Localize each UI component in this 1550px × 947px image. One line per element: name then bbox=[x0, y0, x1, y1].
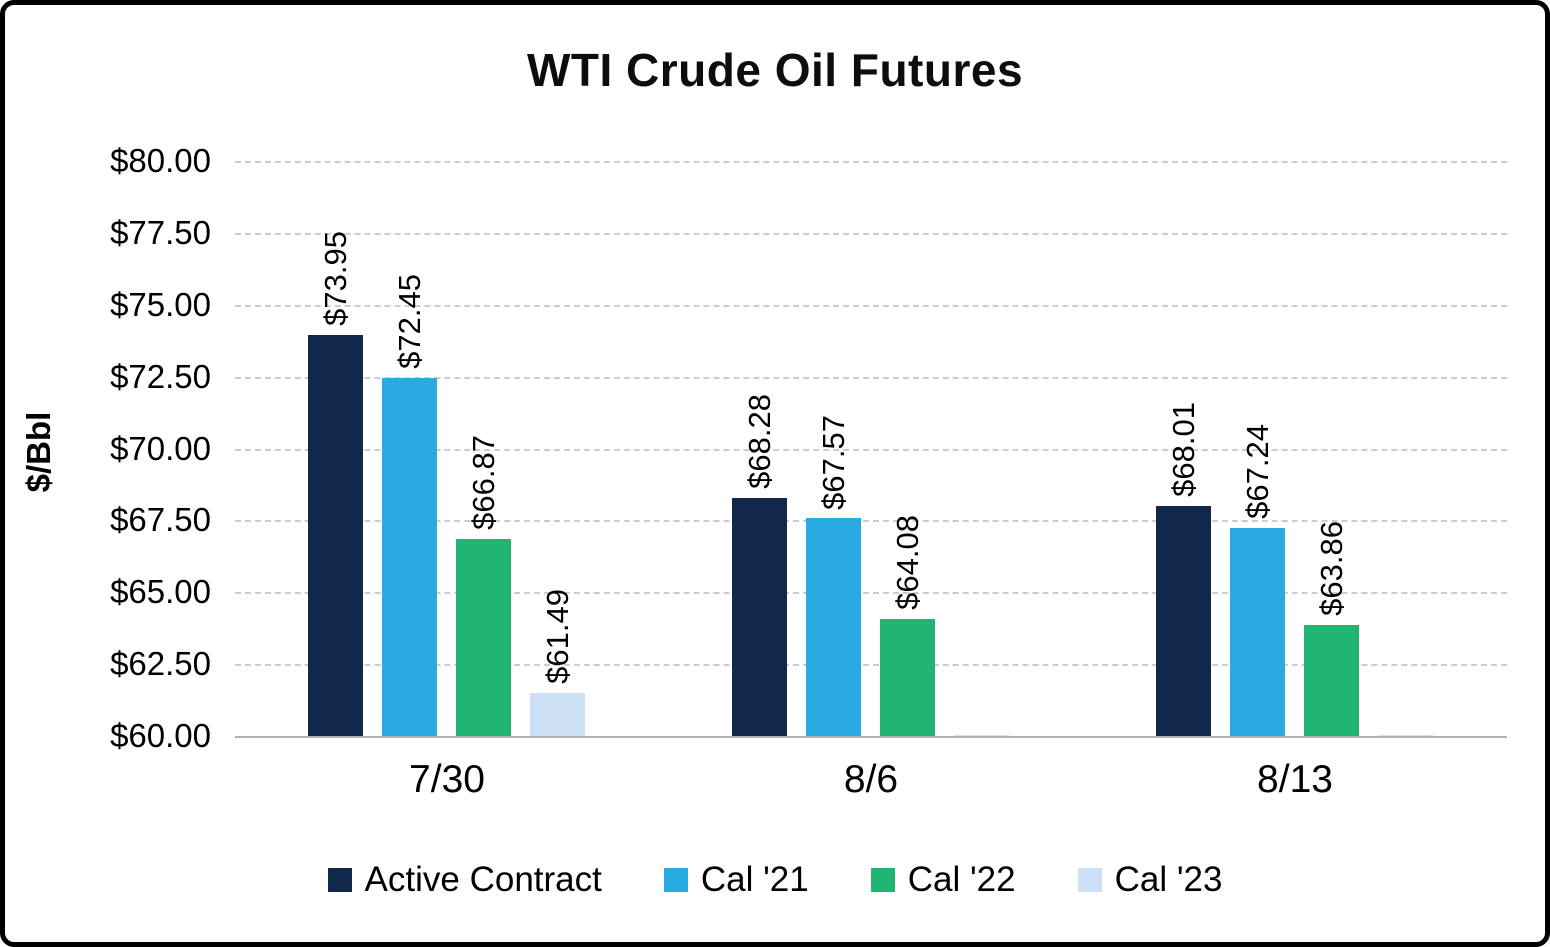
bar-group-7-30: $73.95 $72.45 $66.87 $61.49 bbox=[235, 161, 659, 736]
bar-wrap: $67.24 bbox=[1230, 424, 1286, 736]
bar-value-label: $63.86 bbox=[1313, 521, 1349, 617]
x-axis-label-7-30: 7/30 bbox=[409, 758, 485, 801]
bar-active-contract-8-6 bbox=[732, 497, 788, 736]
y-tick-label: $72.50 bbox=[110, 357, 211, 395]
bar-wrap: $64.08 bbox=[880, 514, 936, 736]
bar-wrap: $68.28 bbox=[732, 394, 788, 736]
bar-value-label: $68.01 bbox=[1165, 401, 1201, 497]
legend-swatch-active-contract bbox=[327, 868, 352, 892]
legend-label-cal-22: Cal '22 bbox=[907, 860, 1016, 899]
bar-value-label: $61.49 bbox=[539, 589, 575, 685]
gridline bbox=[235, 520, 1507, 523]
bar-cal-23-7-30 bbox=[530, 693, 586, 736]
legend: Active Contract Cal '21 Cal '22 Cal '23 bbox=[5, 860, 1545, 900]
plot-area: $73.95 $72.45 $66.87 $61.49 $68.28 $67.57 $64.… bbox=[235, 161, 1507, 738]
gridline bbox=[235, 592, 1507, 595]
gridline bbox=[235, 448, 1507, 451]
y-tick-label: $65.00 bbox=[110, 573, 211, 611]
bar-wrap: $61.49 bbox=[530, 589, 586, 736]
bar-value-label: $67.57 bbox=[815, 414, 851, 510]
x-axis-label-8-6: 8/6 bbox=[843, 758, 899, 801]
bar-cal-21-8-6 bbox=[806, 518, 862, 736]
legend-label-cal-21: Cal '21 bbox=[700, 860, 809, 899]
y-tick-label: $80.00 bbox=[110, 142, 211, 179]
legend-item-cal-23: Cal '23 bbox=[1077, 860, 1223, 900]
legend-label-cal-23: Cal '23 bbox=[1114, 860, 1223, 899]
bar-wrap: $67.57 bbox=[806, 414, 862, 736]
bar-wrap bbox=[1378, 734, 1434, 736]
chart-title: WTI Crude Oil Futures bbox=[526, 44, 1024, 96]
bar-active-contract-7-30 bbox=[308, 334, 364, 736]
bar-wrap bbox=[954, 734, 1010, 736]
y-tick-label: $70.00 bbox=[110, 429, 211, 467]
gridline bbox=[235, 304, 1507, 307]
legend-item-cal-21: Cal '21 bbox=[663, 860, 809, 900]
y-tick-label: $67.50 bbox=[110, 501, 211, 539]
bar-value-label: $66.87 bbox=[465, 434, 501, 530]
bar-wrap: $63.86 bbox=[1304, 521, 1360, 736]
gridline bbox=[235, 736, 1507, 738]
bar-cal-22-7-30 bbox=[456, 538, 512, 736]
gridline bbox=[235, 232, 1507, 235]
bar-value-label: $73.95 bbox=[317, 231, 353, 326]
legend-swatch-cal-22 bbox=[870, 868, 895, 892]
x-axis-labels: 7/30 8/6 8/13 bbox=[235, 758, 1507, 802]
bar-wrap: $66.87 bbox=[456, 434, 512, 736]
bar-cal-23-8-6 bbox=[954, 734, 1010, 736]
bar-cal-21-8-13 bbox=[1230, 527, 1286, 736]
y-tick-label: $75.00 bbox=[110, 285, 211, 323]
bar-wrap: $72.45 bbox=[382, 274, 438, 736]
bar-cal-22-8-13 bbox=[1304, 625, 1360, 736]
gridline bbox=[235, 161, 1507, 163]
bar-value-label: $72.45 bbox=[391, 274, 427, 370]
y-tick-label: $60.00 bbox=[110, 717, 211, 754]
bar-value-label: $64.08 bbox=[889, 514, 925, 610]
gridline bbox=[235, 664, 1507, 667]
legend-swatch-cal-21 bbox=[663, 868, 688, 892]
y-tick-label: $62.50 bbox=[110, 645, 211, 683]
legend-item-active-contract: Active Contract bbox=[327, 860, 602, 900]
bar-cal-22-8-6 bbox=[880, 618, 936, 736]
legend-item-cal-22: Cal '22 bbox=[870, 860, 1016, 900]
legend-label-active-contract: Active Contract bbox=[364, 860, 602, 899]
bar-value-label: $68.28 bbox=[741, 394, 777, 489]
y-tick-label: $77.50 bbox=[110, 213, 211, 251]
bar-cal-21-7-30 bbox=[382, 378, 438, 736]
bar-wrap: $68.01 bbox=[1156, 401, 1212, 736]
bar-group-8-6: $68.28 $67.57 $64.08 bbox=[659, 161, 1083, 736]
gridline bbox=[235, 376, 1507, 379]
x-axis-label-8-13: 8/13 bbox=[1257, 758, 1333, 801]
bar-value-label: $67.24 bbox=[1239, 424, 1275, 519]
y-axis-ticks: $60.00 $62.50 $65.00 $67.50 $70.00 $72.50 $75.… bbox=[5, 142, 217, 754]
legend-swatch-cal-23 bbox=[1077, 868, 1102, 892]
bar-group-8-13: $68.01 $67.24 $63.86 bbox=[1083, 161, 1507, 736]
bar-wrap: $73.95 bbox=[308, 231, 364, 736]
bar-active-contract-8-13 bbox=[1156, 505, 1212, 736]
bar-cal-23-8-13 bbox=[1378, 734, 1434, 736]
